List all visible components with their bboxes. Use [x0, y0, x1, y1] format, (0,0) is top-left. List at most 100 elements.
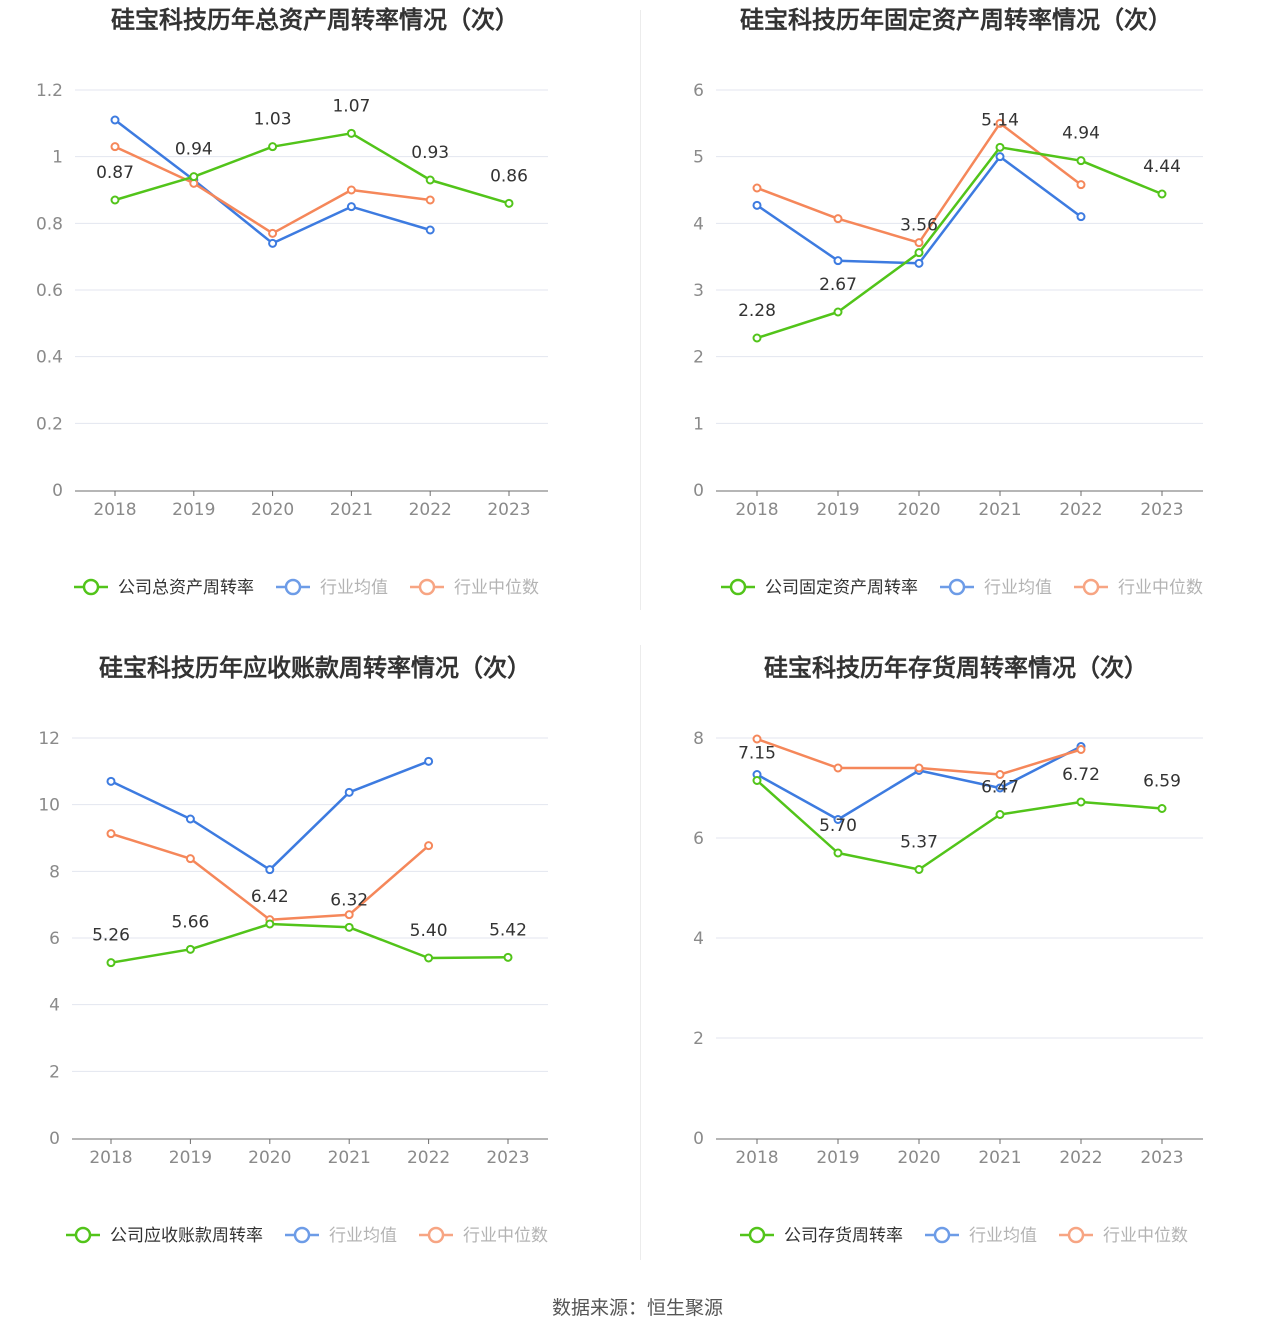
- data-point: [1076, 745, 1086, 754]
- chart-fixed-asset-turnover: 硅宝科技历年固定资产周转率情况（次） 0 1 2 3 4 5 6 2018 2019 2020 202…: [693, 6, 1203, 598]
- x-tick-label: 2019: [169, 1148, 212, 1168]
- data-label: 4.94: [1062, 124, 1100, 144]
- x-tick-label: 2018: [735, 500, 778, 520]
- data-point: [914, 763, 924, 773]
- data-point: [268, 238, 278, 248]
- data-label: 0.86: [490, 166, 528, 186]
- legend-item-0: 公司总资产周转率: [74, 578, 254, 598]
- x-tick-label: 2021: [328, 1148, 371, 1168]
- legend-item-0: 公司固定资产周转率: [721, 578, 918, 598]
- data-point: [833, 848, 843, 858]
- data-point: [914, 865, 924, 874]
- y-tick-label: 0: [49, 1129, 60, 1149]
- legend-label: 行业均值: [329, 1226, 397, 1246]
- legend-item-2: 行业中位数: [1059, 1226, 1188, 1246]
- legend-label: 行业中位数: [454, 578, 539, 598]
- data-label: 6.42: [251, 887, 289, 907]
- x-tick-label: 2022: [1059, 1148, 1102, 1168]
- data-label: 0.93: [411, 143, 449, 163]
- x-tick-label: 2023: [1140, 500, 1183, 520]
- data-point: [185, 814, 195, 824]
- legend-marker: [933, 1226, 951, 1244]
- x-tick-label: 2021: [978, 1148, 1021, 1168]
- x-tick-label: 2023: [486, 1148, 529, 1168]
- legend-item-0: 公司存货周转率: [740, 1226, 903, 1246]
- legend-marker: [82, 578, 100, 596]
- data-point: [265, 919, 275, 929]
- data-point: [106, 776, 116, 786]
- data-point: [106, 829, 116, 839]
- data-label: 5.42: [489, 920, 527, 940]
- y-tick-label: 1.2: [36, 81, 63, 101]
- y-tick-label: 12: [38, 729, 60, 749]
- data-point: [424, 953, 434, 963]
- data-label: 6.72: [1062, 765, 1100, 785]
- data-label: 5.26: [92, 926, 130, 946]
- x-tick-label: 2019: [816, 1148, 859, 1168]
- data-point: [110, 142, 120, 152]
- series-line-1: [756, 155, 1082, 265]
- legend-item-1: 行业均值: [925, 1226, 1037, 1246]
- data-label: 4.44: [1143, 157, 1181, 177]
- x-tick-label: 2018: [93, 500, 136, 520]
- legend-marker: [293, 1226, 311, 1244]
- data-point: [425, 175, 435, 185]
- x-tick-label: 2020: [251, 500, 294, 520]
- data-point: [995, 783, 1005, 793]
- data-point: [344, 910, 354, 920]
- legend-marker: [1082, 578, 1100, 596]
- chart-inventory-turnover: 硅宝科技历年存货周转率情况（次） 0 2 4 6 8 2018 2019 2020 2021 202…: [693, 654, 1203, 1246]
- data-point: [752, 183, 762, 193]
- x-tick-label: 2018: [735, 1148, 778, 1168]
- data-label: 6.59: [1143, 772, 1181, 792]
- data-point: [110, 195, 120, 205]
- legend-label: 公司固定资产周转率: [765, 578, 918, 598]
- chart-title: 硅宝科技历年应收账款周转率情况（次）: [99, 654, 531, 682]
- chart-panel-fixed-asset-turnover: 硅宝科技历年固定资产周转率情况（次） 0 1 2 3 4 5 6 2018 2019 2020 202…: [641, 0, 1271, 640]
- series-line-0: [756, 146, 1163, 340]
- data-label: 5.66: [171, 912, 209, 932]
- legend-marker: [948, 578, 966, 596]
- chart-panel-receivables-turnover: 硅宝科技历年应收账款周转率情况（次） 0 2 4 6 8 10 12 2018 2019 2020 2…: [0, 645, 630, 1285]
- data-point: [110, 115, 120, 125]
- series-line-0: [114, 132, 510, 205]
- data-point: [424, 841, 434, 851]
- legend-label: 行业均值: [969, 1226, 1037, 1246]
- legend-label: 公司应收账款周转率: [110, 1226, 263, 1246]
- data-point: [185, 854, 195, 864]
- y-tick-label: 6: [693, 81, 704, 101]
- data-point: [995, 142, 1005, 152]
- legend-marker: [284, 578, 302, 596]
- legend-item-1: 行业均值: [940, 578, 1052, 598]
- data-point: [185, 944, 195, 954]
- legend-marker: [729, 578, 747, 596]
- chart-title: 硅宝科技历年总资产周转率情况（次）: [111, 6, 519, 34]
- x-tick-label: 2023: [1140, 1148, 1183, 1168]
- series-line-2: [114, 145, 431, 235]
- x-tick-label: 2023: [487, 500, 530, 520]
- data-point: [346, 185, 356, 195]
- data-label: 5.14: [981, 110, 1019, 130]
- x-tick-label: 2019: [816, 500, 859, 520]
- data-label: 2.67: [819, 275, 857, 295]
- data-label: 5.37: [900, 833, 938, 853]
- x-tick-label: 2022: [1059, 500, 1102, 520]
- data-point: [268, 228, 278, 238]
- y-tick-label: 10: [38, 796, 60, 816]
- y-tick-label: 0.6: [36, 281, 63, 301]
- data-point: [752, 200, 762, 210]
- y-tick-label: 2: [49, 1062, 60, 1082]
- data-point: [752, 333, 762, 343]
- vertical-divider-top: [640, 10, 641, 610]
- y-tick-label: 3: [693, 281, 704, 301]
- y-tick-label: 0.4: [36, 348, 63, 368]
- x-tick-label: 2018: [89, 1148, 132, 1168]
- data-label: 7.15: [738, 744, 776, 764]
- data-point: [995, 118, 1005, 128]
- data-label: 1.03: [254, 110, 292, 130]
- series-line-0: [110, 922, 509, 964]
- chart-title: 硅宝科技历年固定资产周转率情况（次）: [740, 6, 1172, 34]
- data-label: 3.56: [900, 216, 938, 236]
- chart-title: 硅宝科技历年存货周转率情况（次）: [764, 654, 1148, 682]
- data-point: [752, 776, 762, 785]
